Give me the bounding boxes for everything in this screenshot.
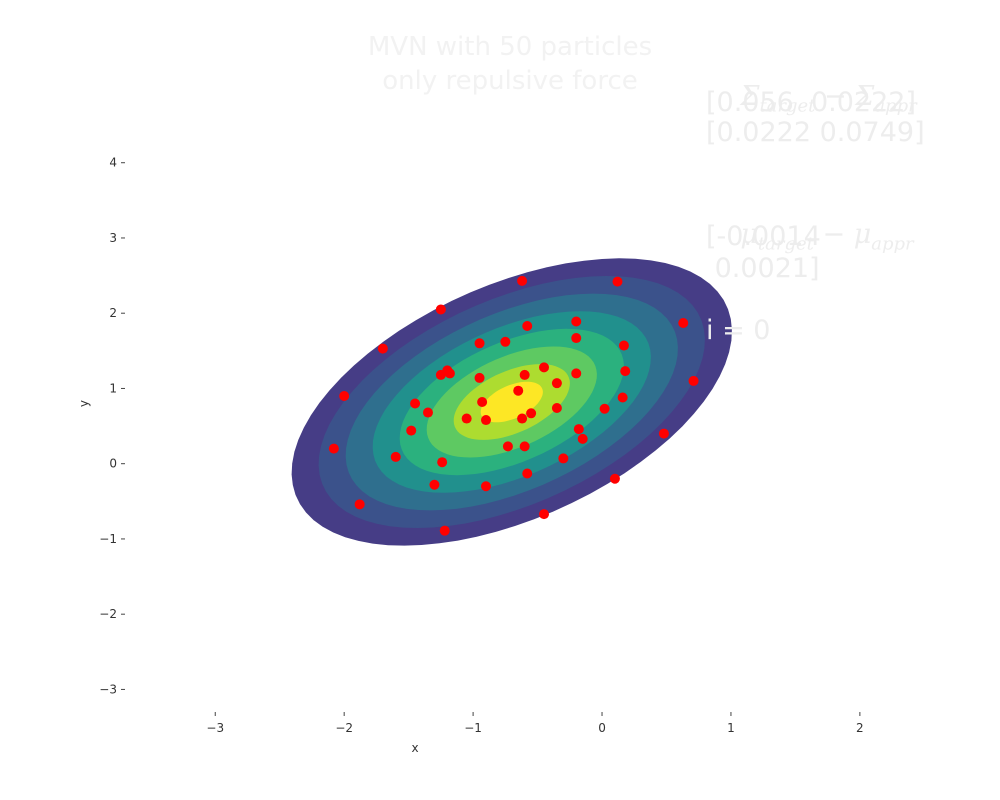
particle-point (500, 336, 511, 347)
axes: −3 −2 −1 0 1 2 −3 −2 −1 0 1 2 3 4 x y (77, 156, 864, 755)
sigma-symbol: Σ (740, 81, 760, 112)
particle-point (539, 362, 550, 373)
mu-row-1: [-0.0014 (706, 221, 821, 252)
particle-point (422, 407, 433, 418)
particle-point (599, 403, 610, 414)
y-tick-label: −3 (99, 682, 117, 696)
particle-point (377, 343, 388, 354)
sigma-diff-label: Σtarget − Σappr (706, 52, 917, 151)
y-tick-label: 4 (109, 156, 117, 170)
chart-title: MVN with 50 particles only repulsive for… (367, 32, 653, 96)
particle-point (551, 378, 562, 389)
x-tick-label: 0 (598, 721, 606, 735)
particle-point (339, 390, 350, 401)
particle-point (658, 428, 669, 439)
particle-point (678, 317, 689, 328)
particle-point (435, 369, 446, 380)
mu-diff-label: μtarget − μappr (706, 190, 914, 289)
sigma-row-1: [0.056 0.0222] (706, 87, 917, 118)
particle-point (577, 433, 588, 444)
x-tick-label: 1 (727, 721, 735, 735)
particle-point (522, 468, 533, 479)
sigma-symbol-2: Σ (855, 81, 875, 112)
sigma-target-subscript: target (759, 95, 816, 117)
x-axis-label: x (411, 741, 418, 755)
particle-point (390, 451, 401, 462)
mu-symbol-2: μ (853, 219, 872, 250)
particle-point (517, 413, 528, 424)
particle-point (517, 275, 528, 286)
iteration-label: i = 0 (706, 315, 771, 346)
particle-point (617, 392, 628, 403)
particle-point (444, 368, 455, 379)
particle-point (474, 338, 485, 349)
x-tick-label: −3 (206, 721, 224, 735)
particle-point (573, 424, 584, 435)
particle-points (328, 275, 699, 536)
particle-point (406, 425, 417, 436)
particle-point (688, 375, 699, 386)
mu-symbol: μ (740, 219, 758, 250)
particle-point (612, 276, 623, 287)
y-axis-label: y (77, 400, 91, 407)
particle-point (526, 408, 537, 419)
mu-target-subscript: target (757, 233, 814, 255)
y-tick-label: 3 (109, 231, 117, 245)
x-tick-label: 2 (856, 721, 864, 735)
particle-point (571, 316, 582, 327)
particle-point (519, 441, 530, 452)
y-tick-label: 0 (109, 457, 117, 471)
mu-appr-subscript: appr (871, 233, 914, 255)
particle-point (502, 441, 513, 452)
particle-point (480, 481, 491, 492)
particle-point (513, 385, 524, 396)
y-tick-label: 2 (109, 306, 117, 320)
particle-point (551, 403, 562, 414)
particle-point (429, 479, 440, 490)
particle-point (477, 396, 488, 407)
particle-point (620, 366, 631, 377)
particle-point (519, 369, 530, 380)
particle-point (571, 368, 582, 379)
sigma-appr-subscript: appr (874, 95, 917, 117)
particle-point (539, 509, 550, 520)
mu-minus: − (813, 219, 854, 250)
particle-point (354, 499, 365, 510)
x-tick-label: −1 (464, 721, 482, 735)
y-tick-label: −2 (99, 607, 117, 621)
particle-point (461, 413, 472, 424)
particle-point (435, 304, 446, 315)
particle-point (618, 340, 629, 351)
particle-point (480, 415, 491, 426)
y-tick-label: −1 (99, 532, 117, 546)
particle-point (522, 320, 533, 331)
particle-point (558, 453, 569, 464)
y-tick-label: 1 (109, 381, 117, 395)
particle-point (328, 443, 339, 454)
particle-point (571, 333, 582, 344)
particle-point (437, 457, 448, 468)
mu-row-2: 0.0021] (706, 253, 820, 284)
sigma-row-2: [0.0222 0.0749] (706, 117, 925, 148)
sigma-minus: − (815, 81, 856, 112)
particle-point (609, 473, 620, 484)
particle-point (474, 372, 485, 383)
particle-point (410, 398, 421, 409)
x-tick-label: −2 (335, 721, 353, 735)
particle-point (439, 525, 450, 536)
